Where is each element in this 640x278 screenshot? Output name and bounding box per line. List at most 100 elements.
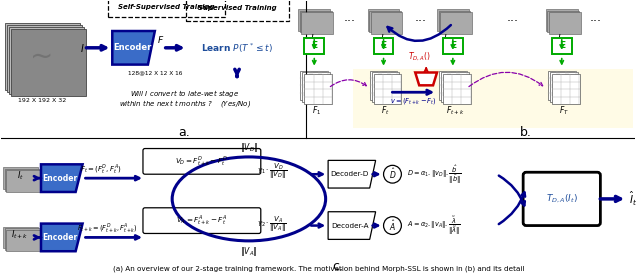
Polygon shape [112, 31, 155, 64]
Text: $F$: $F$ [157, 34, 164, 45]
Text: Encoder: Encoder [113, 43, 151, 52]
Polygon shape [328, 212, 376, 239]
FancyBboxPatch shape [374, 75, 401, 104]
Text: Learn $P(T^* \leq t)$: Learn $P(T^* \leq t)$ [201, 41, 273, 54]
Text: $v = (F_{t+k} - F_t)$: $v = (F_{t+k} - F_t)$ [390, 96, 436, 106]
Text: $D = \alpha_1 . \|v_D\| . \dfrac{\hat{b}}{\|\hat{b}\|}$: $D = \alpha_1 . \|v_D\| . \dfrac{\hat{b}… [407, 163, 462, 186]
FancyBboxPatch shape [302, 73, 330, 102]
FancyBboxPatch shape [548, 71, 575, 100]
FancyBboxPatch shape [374, 38, 394, 54]
Polygon shape [41, 224, 83, 251]
Text: ...: ... [414, 11, 426, 24]
FancyBboxPatch shape [7, 25, 81, 92]
FancyBboxPatch shape [547, 11, 579, 33]
FancyBboxPatch shape [12, 29, 86, 96]
FancyBboxPatch shape [438, 11, 470, 33]
Text: $\gamma_2 \cdot \dfrac{V_A}{\|V_A\|}$: $\gamma_2 \cdot \dfrac{V_A}{\|V_A\|}$ [257, 215, 287, 234]
Text: ...: ... [589, 11, 602, 24]
Text: b.: b. [520, 126, 532, 139]
Text: D: D [422, 75, 430, 85]
FancyBboxPatch shape [305, 75, 332, 104]
FancyBboxPatch shape [523, 172, 600, 225]
Text: (a) An overview of our 2-stage training framework. The motivation behind Morph-S: (a) An overview of our 2-stage training … [113, 265, 524, 272]
FancyBboxPatch shape [370, 71, 397, 100]
Text: $V_D = F_{t+k}^D - F_t^D$: $V_D = F_{t+k}^D - F_t^D$ [175, 155, 228, 168]
Text: 128@12 X 12 X 16: 128@12 X 12 X 16 [127, 71, 182, 76]
Text: $T_{D,A}(I_t)$: $T_{D,A}(I_t)$ [546, 193, 578, 205]
FancyBboxPatch shape [10, 27, 84, 94]
Text: E: E [559, 41, 565, 50]
Text: $\|V_A\|$: $\|V_A\|$ [240, 245, 258, 258]
FancyBboxPatch shape [443, 75, 470, 104]
FancyBboxPatch shape [5, 169, 40, 190]
Text: E: E [450, 41, 456, 50]
Text: $I$: $I$ [79, 42, 84, 54]
Text: ~: ~ [30, 43, 54, 71]
Text: Decoder-D: Decoder-D [331, 171, 369, 177]
Text: $I_{t+k}$: $I_{t+k}$ [12, 229, 29, 241]
Text: $I_T$: $I_T$ [557, 33, 566, 46]
FancyBboxPatch shape [372, 73, 399, 102]
FancyBboxPatch shape [300, 11, 332, 33]
Text: ...: ... [506, 11, 518, 24]
FancyBboxPatch shape [550, 73, 578, 102]
Polygon shape [415, 73, 437, 85]
FancyBboxPatch shape [5, 23, 79, 90]
Text: Decoder-A: Decoder-A [331, 223, 369, 229]
FancyBboxPatch shape [440, 12, 472, 34]
FancyBboxPatch shape [441, 73, 468, 102]
Text: a.: a. [179, 126, 191, 139]
FancyBboxPatch shape [443, 38, 463, 54]
Text: $V_A = F_{t+k}^A - F_t^A$: $V_A = F_{t+k}^A - F_t^A$ [175, 214, 227, 227]
Text: $\hat{A}$: $\hat{A}$ [389, 218, 396, 233]
FancyBboxPatch shape [546, 9, 578, 31]
FancyBboxPatch shape [549, 12, 580, 34]
Text: $F_{t+k} = (F_{t+k}^D, F_{t+k}^A)$: $F_{t+k} = (F_{t+k}^D, F_{t+k}^A)$ [77, 222, 138, 235]
FancyBboxPatch shape [300, 71, 328, 100]
FancyBboxPatch shape [353, 69, 633, 128]
FancyBboxPatch shape [552, 38, 572, 54]
Text: $F_{t+k}$: $F_{t+k}$ [445, 104, 464, 116]
Text: Self-Supervised Training: Self-Supervised Training [118, 4, 215, 10]
FancyBboxPatch shape [143, 148, 260, 174]
Text: $F_t = (F_t^D, F_t^A)$: $F_t = (F_t^D, F_t^A)$ [79, 162, 121, 176]
Text: $I_{t+k}$: $I_{t+k}$ [444, 33, 462, 46]
Text: Will $I$ convert to late-wet stage: Will $I$ convert to late-wet stage [130, 88, 239, 99]
FancyBboxPatch shape [437, 9, 468, 31]
Text: $\hat{D}$: $\hat{D}$ [388, 167, 396, 182]
FancyBboxPatch shape [371, 12, 403, 34]
Text: $\gamma_1 \cdot \dfrac{V_D}{\|V_D\|}$: $\gamma_1 \cdot \dfrac{V_D}{\|V_D\|}$ [257, 162, 287, 181]
Text: ...: ... [344, 11, 356, 24]
FancyBboxPatch shape [298, 9, 330, 31]
Ellipse shape [383, 217, 401, 234]
Text: $\hat{I}_t$: $\hat{I}_t$ [629, 190, 637, 208]
Text: c.: c. [333, 260, 344, 273]
Polygon shape [41, 164, 83, 192]
FancyBboxPatch shape [3, 227, 38, 248]
Text: within the next $t$ months ?    (Yes/No): within the next $t$ months ? (Yes/No) [118, 98, 251, 109]
FancyBboxPatch shape [6, 170, 41, 192]
Ellipse shape [383, 165, 401, 183]
Polygon shape [328, 160, 376, 188]
FancyBboxPatch shape [368, 9, 399, 31]
FancyBboxPatch shape [5, 228, 40, 250]
Text: E: E [381, 41, 387, 50]
FancyBboxPatch shape [301, 12, 333, 34]
Text: $F_T$: $F_T$ [559, 104, 569, 116]
FancyBboxPatch shape [439, 71, 467, 100]
Text: $F_1$: $F_1$ [312, 104, 321, 116]
Text: Encoder: Encoder [42, 174, 77, 183]
FancyBboxPatch shape [3, 167, 38, 189]
Text: $I_t$: $I_t$ [17, 169, 24, 182]
Text: $I_t$: $I_t$ [380, 33, 387, 46]
Text: Supervised Training: Supervised Training [198, 5, 276, 11]
FancyBboxPatch shape [6, 230, 41, 251]
Text: $T_{D,A}()$: $T_{D,A}()$ [408, 51, 431, 63]
Text: Encoder: Encoder [42, 233, 77, 242]
Text: 192 X 192 X 32: 192 X 192 X 32 [18, 98, 66, 103]
Text: $\|V_D\|$: $\|V_D\|$ [240, 141, 258, 154]
FancyBboxPatch shape [305, 38, 324, 54]
Text: $I_1$: $I_1$ [310, 33, 318, 46]
FancyBboxPatch shape [369, 11, 401, 33]
FancyBboxPatch shape [143, 208, 260, 234]
